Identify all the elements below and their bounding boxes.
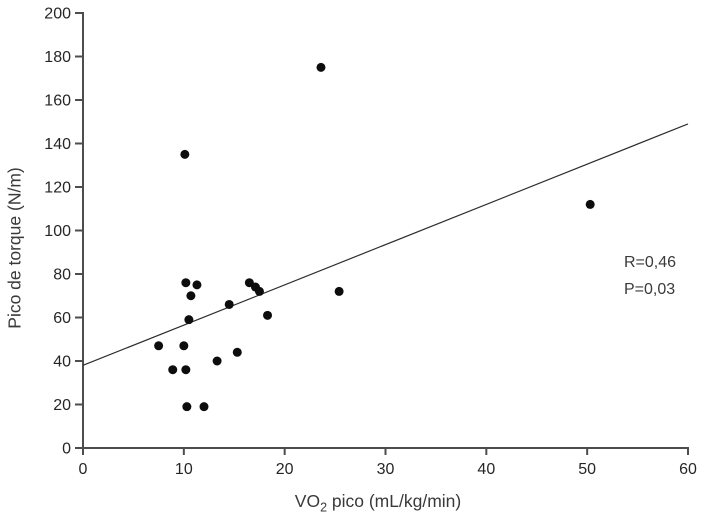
y-tick-label: 140 xyxy=(44,136,71,153)
data-point xyxy=(181,278,191,288)
y-tick-label: 160 xyxy=(44,93,71,110)
x-tick-label: 50 xyxy=(578,461,596,478)
data-point xyxy=(585,199,595,209)
y-tick-label: 120 xyxy=(44,180,71,197)
x-axis-title: VO2 pico (mL/kg/min) xyxy=(295,491,461,515)
y-tick-label: 60 xyxy=(53,310,71,327)
data-point xyxy=(184,315,194,325)
y-tick-label: 20 xyxy=(53,397,71,414)
data-point xyxy=(263,310,273,320)
x-tick-label: 0 xyxy=(79,461,88,478)
y-axis-title: Pico de torque (N/m) xyxy=(4,167,25,329)
data-point xyxy=(224,299,234,309)
y-tick-label: 200 xyxy=(44,6,71,23)
r-value-label: R=0,46 xyxy=(624,254,677,271)
data-point xyxy=(334,286,344,296)
x-axis-title-subscript: 2 xyxy=(320,500,328,515)
data-point xyxy=(181,365,191,375)
y-tick-label: 40 xyxy=(53,354,71,371)
trend-line xyxy=(82,123,689,366)
x-tick-label: 60 xyxy=(679,461,697,478)
data-point xyxy=(182,402,192,412)
stats-annotation: R=0,46 P=0,03 xyxy=(624,249,676,303)
data-point xyxy=(179,341,189,351)
y-tick-label: 80 xyxy=(53,267,71,284)
x-axis-title-prefix: VO xyxy=(294,491,321,511)
y-tick-label: 0 xyxy=(62,441,71,458)
data-point xyxy=(168,365,178,375)
x-tick-label: 20 xyxy=(276,461,294,478)
data-point xyxy=(192,280,202,290)
x-tick-label: 10 xyxy=(175,461,193,478)
data-point xyxy=(180,149,190,159)
data-point xyxy=(154,341,164,351)
p-value-label: P=0,03 xyxy=(624,281,676,298)
data-point xyxy=(212,356,222,366)
y-tick-label: 180 xyxy=(44,49,71,66)
data-point xyxy=(199,402,209,412)
y-tick-label: 100 xyxy=(44,223,71,240)
data-point xyxy=(186,291,196,301)
data-point xyxy=(254,286,264,296)
x-tick-label: 30 xyxy=(377,461,395,478)
x-tick-label: 40 xyxy=(477,461,495,478)
data-point xyxy=(232,347,242,357)
x-axis-title-suffix: pico (mL/kg/min) xyxy=(327,491,462,511)
data-point xyxy=(316,62,326,72)
